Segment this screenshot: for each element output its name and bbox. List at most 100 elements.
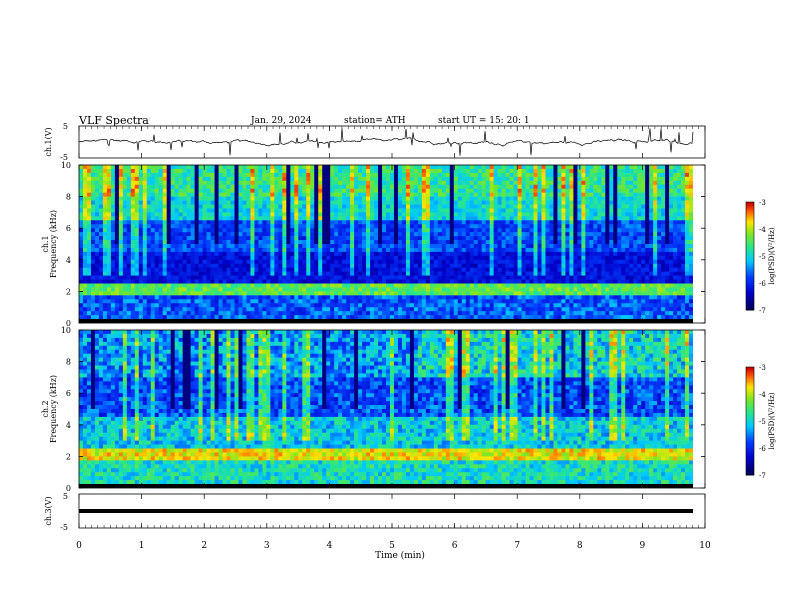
spectrogram-cell [621, 228, 626, 233]
spectrogram-cell [158, 251, 164, 257]
spectrogram-cell [601, 259, 606, 265]
spectrogram-cell [294, 255, 299, 261]
spectrogram-cell [533, 228, 538, 233]
spectrogram-cell [258, 216, 263, 221]
spectrogram-cell [589, 267, 594, 272]
spectrogram-cell [178, 267, 183, 272]
spectrogram-cell [457, 204, 463, 209]
spectrogram-cell [94, 271, 100, 276]
spectrogram-cell [314, 228, 319, 233]
spectrogram-cell [657, 216, 662, 221]
spectrogram-cell [210, 224, 215, 229]
spectrogram-cell [553, 192, 558, 197]
spectrogram-cell [521, 283, 526, 288]
spectrogram-cell [525, 287, 530, 292]
spectrogram-cell [633, 271, 638, 276]
spectrogram-cell [673, 279, 678, 284]
spectrogram-cell [306, 271, 311, 276]
spectrogram-cell [477, 204, 482, 209]
spectrogram-cell [641, 244, 646, 249]
spectrogram-cell [569, 232, 574, 237]
spectrogram-cell [314, 279, 319, 284]
spectrogram-cell [222, 180, 227, 186]
spectrogram-cell [362, 208, 367, 213]
spectrogram-cell [314, 255, 319, 261]
spectrogram-cell [553, 287, 558, 292]
spectrogram-cell [457, 236, 463, 241]
spectrogram-cell [106, 200, 112, 205]
spectrogram-cell [162, 184, 168, 189]
spectrogram-cell [553, 232, 558, 237]
spectrogram-cell [210, 267, 215, 272]
spectrogram-cell [581, 204, 586, 209]
spectrogram-cell [437, 228, 443, 233]
spectrogram-cell [146, 275, 152, 280]
spectrogram-cell [401, 196, 407, 201]
spectrogram-cell [142, 244, 148, 249]
spectrogram-cell [521, 263, 526, 268]
spectrogram-cell [298, 184, 303, 189]
spectrogram-cell [593, 228, 598, 233]
spectrogram-cell [533, 224, 538, 229]
spectrogram-cell [553, 240, 558, 245]
spectrogram-cell [585, 176, 590, 182]
spectrogram-cell [433, 180, 439, 186]
spectrogram-cell [262, 165, 267, 170]
spectrogram-cell [585, 204, 590, 209]
spectrogram-cell [645, 172, 650, 178]
spectrogram-cell [477, 188, 482, 193]
spectrogram-cell [294, 279, 299, 284]
spectrogram-cell [449, 184, 455, 189]
spectrogram-cell [453, 263, 459, 268]
spectrogram-cell [106, 247, 112, 253]
spectrogram-cell [681, 240, 686, 245]
spectrogram-cell [481, 216, 486, 221]
spectrogram-cell [685, 255, 690, 261]
spectrogram-cell [481, 180, 486, 186]
spectrogram-cell [501, 267, 506, 272]
spectrogram-cell [186, 224, 191, 229]
spectrogram-cell [425, 279, 431, 284]
spectrogram-cell [489, 188, 494, 193]
spectrogram-cell [581, 247, 586, 253]
spectrogram-cell [262, 188, 267, 193]
spectrogram-cell [665, 220, 670, 225]
spectrogram-cell [405, 216, 411, 221]
spectrogram-cell [250, 228, 255, 233]
spectrogram-cell [310, 180, 315, 186]
spectrogram-cell [218, 259, 223, 265]
spectrogram-cell [513, 259, 518, 265]
spectrogram-cell [501, 200, 506, 205]
spectrogram-cell [573, 267, 578, 272]
spectrogram-cell [262, 240, 267, 245]
spectrogram-cell [374, 232, 379, 237]
spectrogram-cell [581, 255, 586, 261]
spectrogram-cell [282, 271, 287, 276]
spectrogram-cell [681, 184, 686, 189]
spectrogram-cell [354, 224, 359, 229]
spectrogram-cell [425, 255, 431, 261]
spectrogram-cell [110, 184, 116, 189]
spectrogram-cell [362, 236, 367, 241]
spectrogram-cell [665, 283, 670, 288]
spectrogram-cell [637, 192, 642, 197]
spectrogram-cell [290, 200, 295, 205]
spectrogram-cell [413, 259, 419, 265]
spectrogram-cell [310, 275, 315, 280]
spectrogram-cell [342, 165, 347, 170]
spectrogram-cell [294, 247, 299, 253]
spectrogram-cell [569, 196, 574, 201]
spectrogram-cell [641, 192, 646, 197]
spectrogram-cell [166, 188, 171, 193]
spectrogram-cell [90, 228, 96, 233]
spectrogram-cell [405, 165, 411, 170]
spectrogram-cell [386, 192, 391, 197]
spectrogram-cell [629, 247, 634, 253]
spectrogram-cell [286, 259, 291, 265]
spectrogram-cell [318, 216, 323, 221]
spectrogram-cell [86, 224, 92, 229]
spectrogram-cell [250, 259, 255, 265]
spectrogram-cell [681, 236, 686, 241]
spectrogram-cell [118, 255, 124, 261]
spectrogram-cell [425, 259, 431, 265]
